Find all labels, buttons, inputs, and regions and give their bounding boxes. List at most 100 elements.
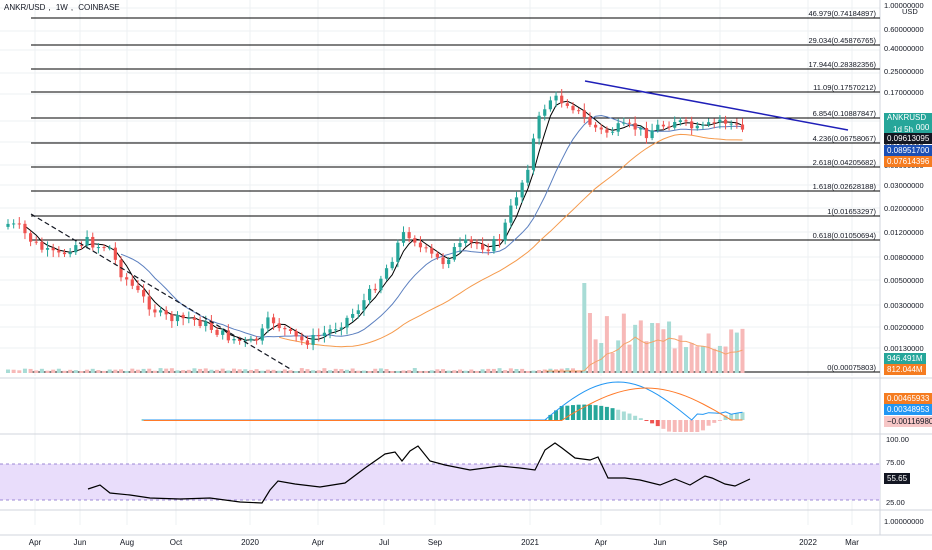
rsi-pane[interactable] — [0, 442, 880, 504]
volume-bar — [446, 370, 451, 373]
volume-bar — [424, 370, 429, 373]
candle-body — [238, 339, 242, 341]
volume-bar — [582, 283, 587, 373]
volume-bars — [6, 283, 745, 373]
volume-bar — [102, 370, 107, 373]
candle-body — [447, 259, 451, 265]
candle-body — [599, 127, 603, 130]
candle-body — [430, 248, 434, 254]
fibonacci-extension[interactable]: 46.979(0.74184897) 29.034(0.45876765) 17.9… — [31, 9, 880, 373]
fib-level-label: 0(0.00075803) — [827, 363, 876, 372]
volume-bar — [164, 368, 169, 373]
interval-label[interactable]: 1W — [55, 3, 68, 12]
candle-body — [119, 259, 123, 278]
volume-bar — [135, 369, 140, 373]
volume-bar — [56, 368, 61, 373]
ma-mid-tag: 0.08951700 — [884, 145, 932, 156]
candle-body — [147, 296, 151, 310]
candle-body — [108, 247, 112, 249]
candle-body — [232, 339, 236, 341]
volume-bar — [644, 341, 649, 373]
time-axis-label: Jun — [74, 538, 87, 547]
volume-bar — [345, 369, 349, 373]
macd-histogram-bar — [621, 411, 626, 420]
volume-bar — [361, 370, 366, 373]
rsi-axis-label: 25.00 — [886, 498, 905, 507]
candle-body — [351, 313, 355, 318]
rsi-line — [87, 442, 751, 504]
candle-body — [170, 314, 174, 322]
volume-bar — [508, 368, 513, 373]
volume-bar — [610, 352, 615, 373]
volume-ma-tag: 812.044M — [884, 364, 926, 375]
volume-bar — [497, 368, 502, 373]
time-axis[interactable]: Apr Jun Aug Oct 2020 Apr Jul Sep 2021 Apr Jun Sep 20… — [29, 538, 859, 547]
time-axis-label: Oct — [170, 538, 183, 547]
volume-bar — [667, 321, 672, 373]
candle-body — [57, 250, 61, 253]
price-axis[interactable]: 1.00000000 0.60000000 0.40000000 0.25000000… — [884, 1, 924, 526]
macd-pane[interactable] — [141, 381, 745, 432]
candle-body — [639, 128, 643, 130]
volume-bar — [474, 370, 479, 373]
candle-body — [260, 328, 264, 341]
candle-body — [373, 288, 377, 291]
candle-body — [735, 123, 739, 125]
price-axis-label: 0.40000000 — [884, 44, 924, 53]
volume-bar — [316, 370, 321, 373]
candle-body — [62, 252, 67, 255]
candlesticks[interactable] — [6, 89, 745, 351]
volume-bar — [531, 370, 536, 373]
candle-body — [362, 300, 366, 311]
volume-bar — [28, 368, 33, 373]
volume-bar — [90, 368, 95, 373]
macd-histogram-bar — [593, 405, 598, 420]
volume-bar — [209, 369, 214, 373]
time-axis-label: Sep — [428, 538, 443, 547]
ma-fast-value: 0.09613095 — [887, 134, 930, 143]
volume-bar — [717, 345, 722, 373]
volume-bar — [452, 370, 457, 373]
volume-bar — [147, 368, 152, 373]
volume-bar — [11, 369, 16, 373]
macd-histogram-bar — [633, 415, 638, 420]
drawings[interactable] — [30, 80, 849, 371]
volume-bar — [62, 370, 67, 373]
price-axis-label: 0.00130000 — [884, 344, 924, 353]
candle-body — [266, 317, 270, 329]
volume-bar — [633, 324, 638, 373]
countdown-value: 1d 5h — [893, 125, 914, 134]
candle-body — [45, 248, 50, 250]
fib-level-label: 17.944(0.28382356) — [808, 60, 876, 69]
macd-histogram-bar — [672, 420, 677, 432]
price-axis-label: 1.00000000 — [884, 1, 924, 10]
candle-body — [537, 115, 541, 139]
symbol-name[interactable]: ANKR/USD — [4, 3, 46, 12]
candle-body — [548, 100, 552, 110]
volume-bar — [378, 368, 383, 373]
candle-body — [91, 236, 95, 248]
ma-fast-tag: 0.09613095 — [884, 133, 932, 144]
macd-histogram-bar — [587, 404, 592, 420]
candle-body — [588, 117, 592, 125]
candle-body — [17, 223, 21, 225]
macd-histogram-bar — [700, 420, 705, 431]
macd-histogram-tag: −0.00116980 — [884, 416, 932, 427]
volume-bar — [248, 369, 253, 373]
volume-bar — [79, 370, 84, 373]
volume-bar — [672, 348, 677, 373]
time-axis-label: 2021 — [521, 538, 539, 547]
candle-body — [435, 253, 439, 258]
fib-level-label: 1.618(0.02628188) — [813, 182, 877, 191]
macd-histogram-bar — [599, 405, 604, 420]
candle-body — [627, 122, 632, 124]
candle-body — [23, 223, 27, 234]
volume-bar — [395, 370, 400, 373]
candle-body — [673, 122, 677, 128]
candle-body — [317, 334, 321, 337]
candle-body — [678, 120, 682, 123]
macd-signal-value: 0.00465933 — [887, 394, 930, 403]
candle-body — [102, 247, 106, 249]
volume-bar — [412, 368, 417, 373]
